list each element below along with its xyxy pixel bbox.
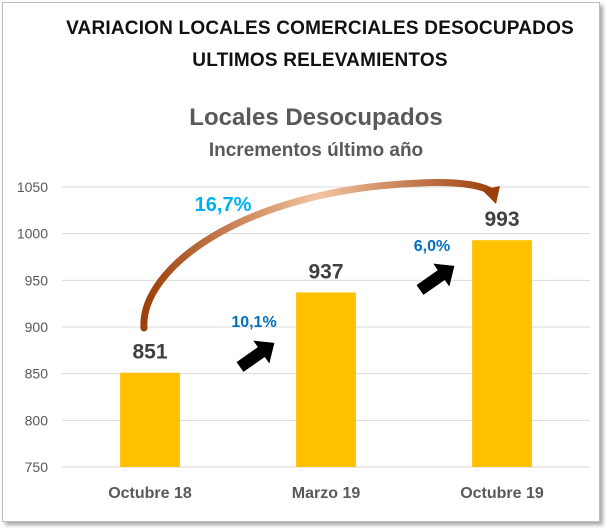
chart-title: Locales Desocupados [189, 104, 443, 131]
step-arrow-icon [416, 263, 455, 295]
x-tick-label: Marzo 19 [292, 485, 361, 502]
curved-arrow-shaft [140, 179, 497, 332]
annotation-pct-step2: 6,0% [414, 238, 450, 255]
y-tick-label: 1050 [17, 179, 48, 195]
bars [120, 240, 532, 467]
step-arrow-icon [236, 340, 275, 372]
annotation-pct-total: 16,7% [195, 194, 252, 216]
curved-arrow-head [482, 186, 500, 204]
x-tick-label: Octubre 19 [460, 485, 544, 502]
y-tick-label: 1000 [17, 226, 48, 242]
x-axis-ticks: Octubre 18 Marzo 19 Octubre 19 [108, 485, 544, 502]
chart-subtitle: Incrementos último año [208, 140, 424, 161]
value-labels: 851 937 993 [132, 208, 519, 364]
y-tick-label: 950 [25, 272, 49, 288]
bar [120, 372, 180, 467]
annotation-pct-step1: 10,1% [231, 314, 276, 331]
heading-line-1: VARIACION LOCALES COMERCIALES DESOCUPADO… [66, 18, 574, 39]
y-tick-label: 850 [25, 366, 49, 382]
y-tick-label: 800 [25, 412, 49, 428]
bar [472, 240, 532, 467]
x-tick-label: Octubre 18 [108, 485, 192, 502]
heading-line-2: ULTIMOS RELEVAMIENTOS [192, 50, 448, 71]
data-label: 851 [132, 341, 167, 364]
y-axis-ticks: 750 800 850 900 950 1000 1050 [17, 179, 48, 475]
data-label: 993 [484, 208, 519, 231]
bar [296, 292, 356, 467]
y-tick-label: 900 [25, 319, 49, 335]
data-label: 937 [308, 260, 343, 283]
y-tick-label: 750 [25, 459, 49, 475]
